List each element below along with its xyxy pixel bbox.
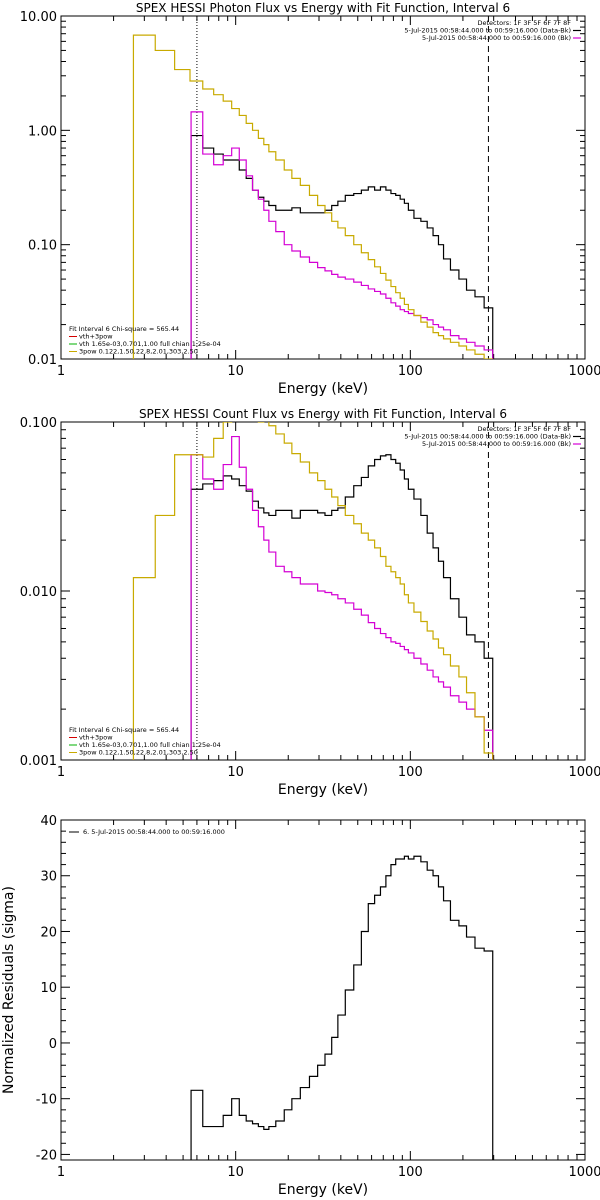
x-tick-label: 1000 <box>568 1165 600 1180</box>
chart-title: SPEX HESSI Count Flux vs Energy with Fit… <box>139 407 507 421</box>
y-tick-label: 0 <box>49 1037 57 1052</box>
x-tick-label: 10 <box>227 1165 244 1180</box>
y-tick-label: 0.010 <box>20 585 57 600</box>
x-tick-label: 1 <box>57 364 65 379</box>
y-tick-label: 0.10 <box>28 239 57 254</box>
legend-entry: Fit Interval 6 Chi-square = 565.44 <box>69 325 179 333</box>
legend-entry: 5-Jul-2015 00:58:44.000 to 00:59:16.000 … <box>404 433 571 441</box>
legend-entry: 5-Jul-2015 00:58:44.000 to 00:59:16.000 … <box>422 440 571 448</box>
x-tick-label: 10 <box>227 765 244 780</box>
y-axis-label: Normalized Residuals (sigma) <box>1 886 17 1094</box>
series-line-2 <box>132 34 493 359</box>
y-tick-label: 0.100 <box>20 416 57 431</box>
series-line-2 <box>132 422 494 760</box>
legend-entry: Fit Interval 6 Chi-square = 565.44 <box>69 726 179 734</box>
y-tick-label: 40 <box>40 814 57 829</box>
legend-entry: vth 1.65e-03,0.701,1.00 full chian 1.25e… <box>79 340 221 348</box>
legend-entry: 5-Jul-2015 00:58:44.000 to 00:59:16.000 … <box>422 34 571 42</box>
series-line-1 <box>190 435 494 760</box>
legend-entry: vth 1.65e-03,0.701,1.00 full chian 1.25e… <box>79 741 221 749</box>
y-tick-label: 0.01 <box>28 353 57 368</box>
x-tick-label: 1000 <box>568 364 600 379</box>
y-tick-label: 1.00 <box>28 124 57 139</box>
legend-entry: vth+3pow <box>79 333 113 341</box>
plot-frame <box>60 15 586 360</box>
legend-entry: 3pow 0.122,1.50,22.8,2.01,303,2.50 <box>79 348 198 356</box>
plot-frame <box>60 819 586 1161</box>
legend-entry: 5-Jul-2015 00:58:44.000 to 00:59:16.000 … <box>404 27 571 35</box>
x-tick-label: 1 <box>57 1165 65 1180</box>
x-tick-label: 10 <box>227 364 244 379</box>
x-axis-label: Energy (keV) <box>278 782 368 798</box>
series-line-0 <box>190 454 494 760</box>
x-tick-label: 1 <box>57 765 65 780</box>
y-tick-label: 30 <box>40 870 57 885</box>
y-tick-label: 0.001 <box>20 754 57 769</box>
x-tick-label: 1000 <box>568 765 600 780</box>
series-line-1 <box>190 111 494 359</box>
legend-entry: Detectors: 1F 3F 5F 6F 7F 8F <box>477 425 571 433</box>
series-line-0 <box>190 134 494 359</box>
y-tick-label: 10 <box>40 981 57 996</box>
x-axis-label: Energy (keV) <box>278 381 368 397</box>
x-tick-label: 100 <box>398 765 423 780</box>
legend-entry: 3pow 0.122,1.50,22.8,2.01,303,2.50 <box>79 749 198 757</box>
legend-entry: 6. 5-Jul-2015 00:58:44.000 to 00:59:16.0… <box>83 828 225 836</box>
x-tick-label: 100 <box>398 364 423 379</box>
y-tick-label: 10.00 <box>20 10 57 25</box>
legend-entry: Detectors: 1F 3F 5F 6F 7F 8F <box>477 19 571 27</box>
y-tick-label: 20 <box>40 925 57 940</box>
x-tick-label: 100 <box>398 1165 423 1180</box>
chart-title: SPEX HESSI Photon Flux vs Energy with Fi… <box>136 1 510 15</box>
series-line-0 <box>190 855 494 1160</box>
y-tick-label: -10 <box>36 1093 57 1108</box>
x-axis-label: Energy (keV) <box>278 1182 368 1198</box>
legend-entry: vth+3pow <box>79 734 113 742</box>
y-tick-label: -20 <box>36 1148 57 1163</box>
